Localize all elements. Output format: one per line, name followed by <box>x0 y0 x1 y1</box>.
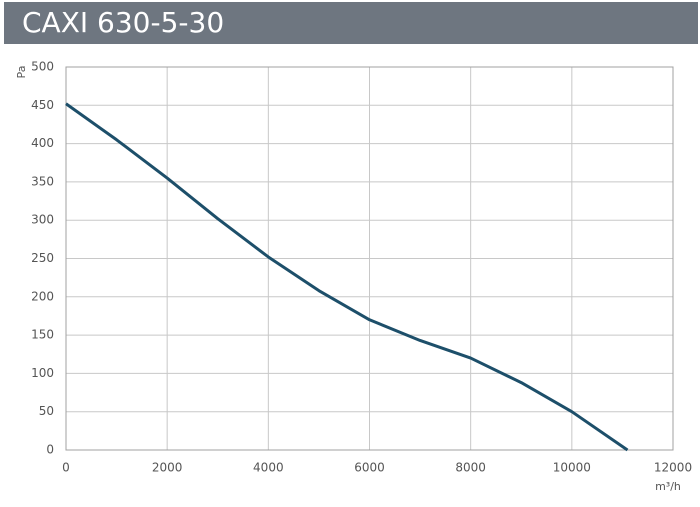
x-axis-label: m³/h <box>655 480 681 493</box>
y-tick-label: 150 <box>31 328 54 342</box>
y-tick-label: 400 <box>31 136 54 150</box>
plot-frame <box>65 66 674 451</box>
y-tick-label: 500 <box>31 60 54 74</box>
chart-title: CAXI 630-5-30 <box>22 6 224 39</box>
y-tick-label: 50 <box>39 404 54 418</box>
x-tick-label: 10000 <box>553 461 591 475</box>
data-line <box>65 102 629 452</box>
x-tick-label: 0 <box>62 461 70 475</box>
y-tick-label: 250 <box>31 251 54 265</box>
x-tick-label: 6000 <box>354 461 385 475</box>
y-tick-label: 450 <box>31 98 54 112</box>
x-tick-label: 2000 <box>152 461 183 475</box>
x-tick-label: 12000 <box>654 461 692 475</box>
x-tick-label: 4000 <box>253 461 284 475</box>
header-bar <box>4 2 698 44</box>
y-tick-label: 100 <box>31 366 54 380</box>
y-tick-label: 0 <box>46 443 54 457</box>
x-tick-label: 8000 <box>455 461 486 475</box>
y-axis-label: Pa <box>15 66 28 79</box>
y-tick-label: 200 <box>31 289 54 303</box>
y-tick-label: 300 <box>31 213 54 227</box>
y-tick-label: 350 <box>31 174 54 188</box>
